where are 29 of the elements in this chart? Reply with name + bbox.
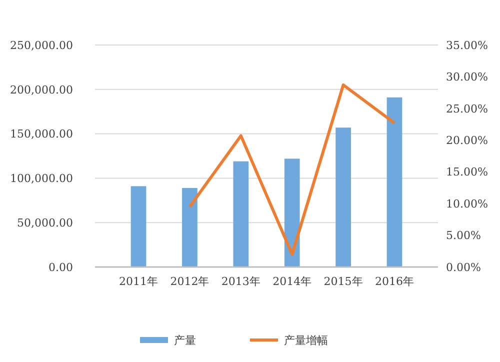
x-tick-label: 2015年 (324, 275, 363, 288)
y2-tick-label: 30.00% (446, 70, 488, 84)
y-tick-label: 50,000.00 (17, 216, 73, 230)
y2-tick-label: 35.00% (446, 38, 488, 52)
y2-tick-label: 25.00% (446, 102, 488, 116)
bar (336, 128, 351, 267)
x-tick-label: 2016年 (374, 275, 414, 288)
y2-tick-label: 5.00% (446, 229, 481, 242)
y-tick-label: 100,000.00 (10, 172, 73, 186)
bar (233, 161, 249, 267)
bar (284, 158, 300, 267)
y-tick-label: 0.00 (48, 260, 73, 274)
legend-label: 产量 (174, 334, 196, 347)
y2-tick-label: 0.00% (446, 260, 481, 274)
y2-tick-label: 10.00% (446, 197, 488, 210)
bar (130, 186, 146, 267)
bar (386, 97, 402, 267)
y2-tick-label: 15.00% (446, 166, 488, 179)
line-series (188, 83, 396, 256)
y2-tick-label: 20.00% (446, 134, 488, 147)
y-tick-label: 250,000.00 (10, 38, 73, 52)
x-tick-label: 2013年 (221, 275, 260, 288)
legend-label: 产量增幅 (284, 334, 328, 347)
y-tick-label: 200,000.00 (10, 83, 73, 96)
x-tick-label: 2011年 (119, 275, 158, 288)
x-tick-label: 2012年 (170, 275, 210, 288)
x-tick-label: 2014年 (272, 275, 312, 288)
y-tick-label: 150,000.00 (10, 128, 73, 141)
bar (182, 188, 198, 267)
